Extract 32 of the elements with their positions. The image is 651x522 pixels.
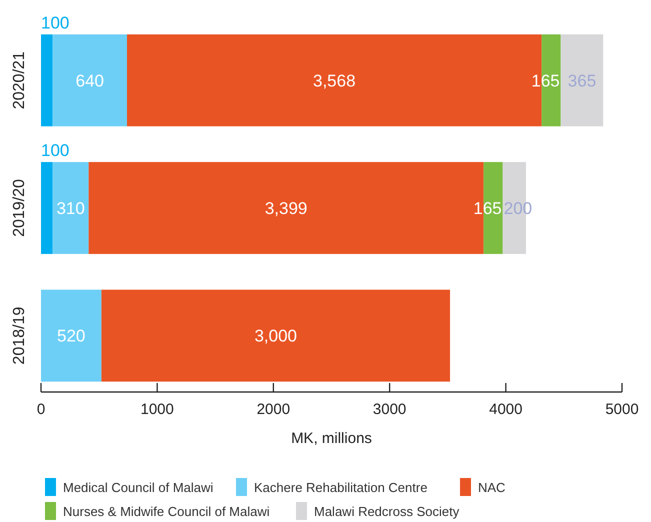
data-label: 100 — [41, 13, 70, 32]
legend-label: Medical Council of Malawi — [63, 480, 214, 495]
data-label: 3,000 — [254, 326, 297, 346]
y-tick-label: 2018/19 — [11, 306, 28, 365]
legend-label: NAC — [478, 480, 506, 495]
x-tick-label: 1000 — [140, 401, 174, 418]
bar — [41, 162, 53, 254]
x-axis-title: MK, millions — [291, 430, 372, 447]
bar — [101, 290, 450, 382]
bar — [41, 34, 53, 126]
y-tick-label: 2019/20 — [11, 178, 28, 237]
data-label: 3,399 — [264, 199, 308, 218]
data-label: 100 — [41, 141, 70, 160]
x-tick-label: 2000 — [256, 401, 290, 418]
data-label: 640 — [76, 71, 104, 90]
bar — [41, 290, 102, 382]
legend-label: Malawi Redcross Society — [314, 504, 460, 519]
legend-label: Nurses & Midwife Council of Malawi — [63, 504, 270, 519]
legend-label: Kachere Rehabilitation Centre — [254, 480, 428, 495]
data-label: 310 — [56, 199, 85, 218]
x-tick-label: 3000 — [372, 401, 406, 418]
x-tick-label: 0 — [36, 401, 46, 418]
bar — [52, 34, 127, 126]
bar — [52, 162, 89, 254]
data-label: 365 — [568, 71, 596, 90]
data-label: 200 — [504, 199, 532, 218]
bar — [560, 34, 604, 126]
data-label: 520 — [57, 326, 86, 346]
x-tick-label: 4000 — [489, 401, 522, 418]
y-tick-label: 2020/21 — [11, 51, 28, 110]
data-label: 3,568 — [313, 71, 356, 90]
x-tick-label: 5000 — [605, 401, 639, 418]
